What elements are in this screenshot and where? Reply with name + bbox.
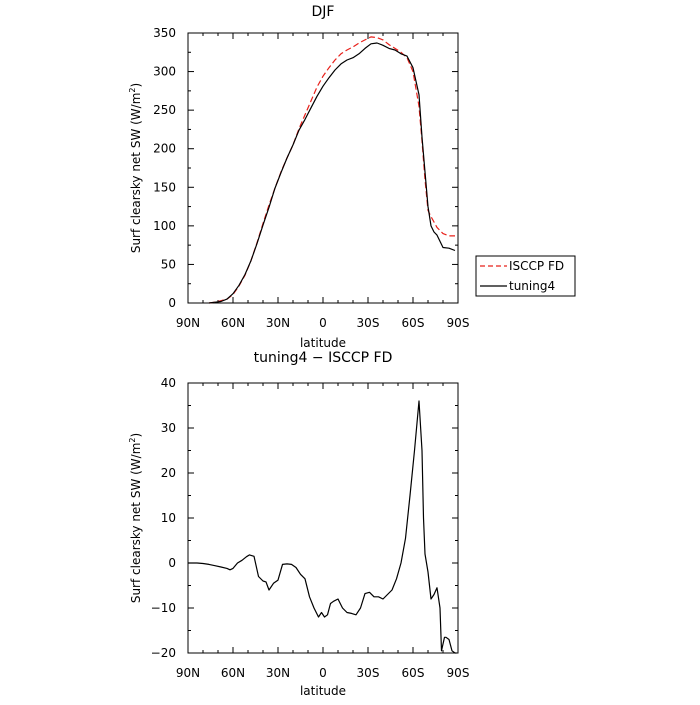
bottom-x-tick-label: 90S [447, 666, 470, 680]
top-y-axis-label: Surf clearsky net SW (W/m2) [128, 83, 143, 253]
top-x-tick-label: 30S [357, 316, 380, 330]
bottom-y-ticks: −20 −10 0 10 20 30 40 [151, 376, 458, 660]
top-y-tick-label: 350 [153, 26, 176, 40]
top-chart-title: DJF [312, 4, 335, 20]
bottom-y-tick-label: 30 [161, 421, 176, 435]
legend-label-tuning4: tuning4 [509, 279, 555, 293]
bottom-y-axis-label-sup: 2 [128, 438, 137, 443]
bottom-y-tick-label: 0 [168, 556, 176, 570]
legend-box [475, 255, 576, 297]
top-plot-frame [187, 32, 459, 304]
top-y-tick-label: 150 [153, 180, 176, 194]
top-y-tick-label: 300 [153, 65, 176, 79]
top-y-tick-label: 100 [153, 219, 176, 233]
top-x-tick-label: 30N [266, 316, 290, 330]
top-x-tick-label: 0 [319, 316, 327, 330]
top-y-axis-label-main: Surf clearsky net SW (W/m [129, 93, 143, 254]
bottom-x-tick-label: 60N [221, 666, 245, 680]
top-x-tick-label: 90N [176, 316, 200, 330]
top-x-tick-label: 90S [447, 316, 470, 330]
top-y-axis-label-close: ) [129, 83, 143, 88]
top-panel-djf: DJF 90N 60N 30N 0 30S 60S 90S 0 50 100 150 200 250 3… [128, 4, 469, 350]
bottom-x-tick-label: 60S [402, 666, 425, 680]
top-series-line-isccp-fd [208, 36, 455, 304]
bottom-x-ticks: 90N 60N 30N 0 30S 60S 90S [176, 383, 470, 680]
top-x-axis-label: latitude [300, 336, 346, 350]
bottom-series-group [188, 400, 457, 654]
top-x-ticks: 90N 60N 30N 0 30S 60S 90S [176, 33, 470, 330]
legend: ISCCP FD tuning4 [475, 255, 576, 297]
bottom-series-line-difference [188, 400, 457, 654]
top-y-ticks: 0 50 100 150 200 250 300 350 [153, 26, 458, 310]
bottom-y-tick-label: 20 [161, 466, 176, 480]
bottom-x-axis-label: latitude [300, 684, 346, 698]
top-x-tick-label: 60S [402, 316, 425, 330]
bottom-y-axis-label-main: Surf clearsky net SW (W/m [129, 443, 143, 604]
top-series-group [208, 36, 456, 304]
bottom-y-axis-label-close: ) [129, 433, 143, 438]
bottom-y-tick-label: 10 [161, 511, 176, 525]
top-series-line-tuning4 [208, 42, 456, 304]
bottom-x-tick-label: 90N [176, 666, 200, 680]
top-y-tick-label: 50 [161, 257, 176, 271]
bottom-y-tick-label: 40 [161, 376, 176, 390]
bottom-chart-title: tuning4 − ISCCP FD [254, 350, 393, 366]
top-y-tick-label: 200 [153, 142, 176, 156]
top-y-tick-label: 250 [153, 103, 176, 117]
bottom-x-tick-label: 0 [319, 666, 327, 680]
bottom-x-tick-label: 30S [357, 666, 380, 680]
top-y-tick-label: 0 [168, 296, 176, 310]
legend-label-isccp-fd: ISCCP FD [509, 259, 564, 273]
bottom-y-tick-label: −10 [151, 601, 176, 615]
bottom-y-axis-label: Surf clearsky net SW (W/m2) [128, 433, 143, 603]
top-y-axis-label-sup: 2 [128, 88, 137, 93]
bottom-panel-difference: tuning4 − ISCCP FD 90N 60N 30N 0 30S 60S 90S −… [128, 350, 469, 698]
top-x-tick-label: 60N [221, 316, 245, 330]
bottom-y-tick-label: −20 [151, 646, 176, 660]
bottom-x-tick-label: 30N [266, 666, 290, 680]
